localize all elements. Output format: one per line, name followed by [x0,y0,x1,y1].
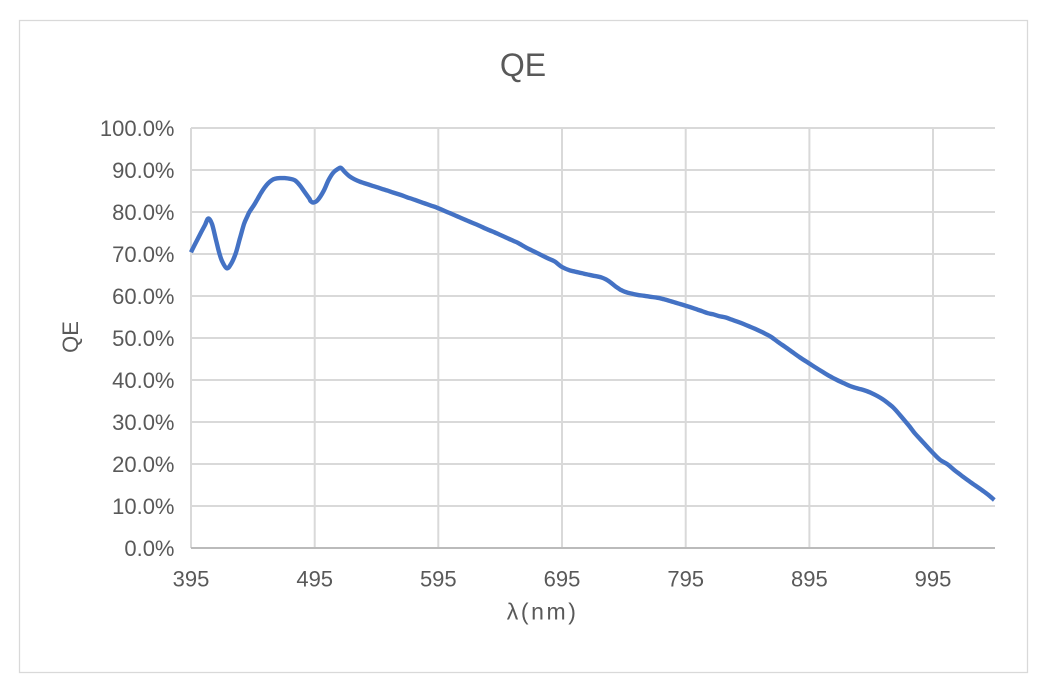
svg-text:395: 395 [173,567,210,592]
svg-text:695: 695 [544,567,581,592]
svg-text:30.0%: 30.0% [112,410,174,435]
svg-text:20.0%: 20.0% [112,452,174,477]
svg-text:λ(nm): λ(nm) [507,599,579,625]
svg-text:90.0%: 90.0% [112,158,174,183]
svg-text:70.0%: 70.0% [112,242,174,267]
svg-text:895: 895 [791,567,828,592]
svg-text:40.0%: 40.0% [112,368,174,393]
svg-text:495: 495 [296,567,333,592]
svg-text:QE: QE [58,321,83,353]
svg-text:795: 795 [667,567,704,592]
svg-text:80.0%: 80.0% [112,200,174,225]
svg-text:60.0%: 60.0% [112,284,174,309]
svg-text:10.0%: 10.0% [112,494,174,519]
svg-text:0.0%: 0.0% [124,536,174,561]
svg-text:995: 995 [915,567,952,592]
svg-text:50.0%: 50.0% [112,326,174,351]
svg-text:QE: QE [500,47,546,83]
svg-text:100.0%: 100.0% [100,116,175,141]
svg-text:595: 595 [420,567,457,592]
